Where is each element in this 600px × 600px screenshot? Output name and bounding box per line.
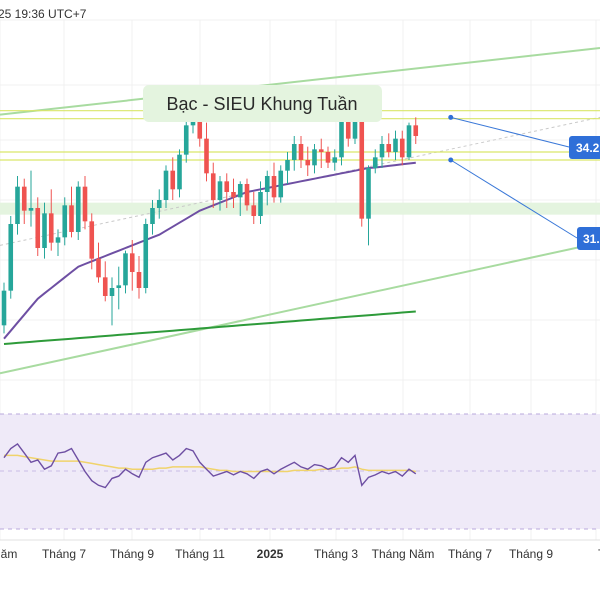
- candle-body: [48, 213, 54, 243]
- candle-body: [62, 205, 68, 238]
- price-label-upper-bg: [569, 136, 600, 159]
- channel-lower-line: [0, 241, 600, 375]
- chart-title: Bạc - SIEU Khung Tuần: [166, 94, 357, 114]
- candle-body: [197, 117, 203, 139]
- candle-body: [366, 168, 371, 219]
- candle-body: [291, 144, 297, 160]
- candle-body: [372, 157, 378, 168]
- candle-body: [123, 253, 128, 286]
- support-zones: [0, 202, 600, 215]
- candle-body: [413, 125, 419, 136]
- header-timestamp: 25 19:36 UTC+7: [0, 7, 87, 21]
- candle-body: [1, 290, 7, 326]
- candle-body: [204, 138, 209, 174]
- x-axis: Năm Tháng 7 Tháng 9 Tháng 11 2025 Tháng 3 Thán…: [0, 539, 600, 561]
- price-label-lower: 31.: [583, 232, 600, 246]
- candle-body: [210, 173, 216, 200]
- projection-point-lower: [448, 157, 454, 163]
- candle-body: [183, 125, 189, 155]
- candle-body: [136, 272, 142, 288]
- x-tick-label: Năm: [0, 547, 17, 561]
- x-tick-label: Tháng 11: [175, 547, 225, 561]
- candle-body: [42, 213, 47, 248]
- x-tick-label: Tháng 7: [448, 547, 492, 561]
- candle-body: [15, 186, 20, 224]
- candle-body: [69, 205, 74, 232]
- candle-body: [156, 200, 162, 208]
- candle-body: [163, 170, 169, 200]
- x-tick-label: Thán: [598, 547, 600, 561]
- candle-body: [386, 144, 392, 152]
- candle-body: [21, 186, 27, 211]
- x-tick-label: Tháng Năm: [372, 547, 435, 561]
- candle-body: [102, 277, 108, 296]
- candle-body: [89, 221, 95, 259]
- candle-body: [8, 224, 14, 291]
- candle-body: [298, 144, 304, 160]
- projection-point-upper: [448, 114, 454, 120]
- candle-body: [170, 170, 176, 190]
- rsi-line: [3, 442, 417, 489]
- rsi-signal-line: [4, 454, 416, 473]
- candle-body: [237, 184, 243, 198]
- x-tick-label: Tháng 7: [42, 547, 86, 561]
- rsi-indicator: [3, 442, 417, 489]
- candle-body: [231, 192, 236, 198]
- candle-body: [129, 253, 135, 272]
- x-tick-label: Tháng 9: [110, 547, 154, 561]
- candle-body: [143, 224, 149, 288]
- ma-fast-line: [3, 161, 416, 340]
- candle-body: [75, 186, 81, 232]
- candle-body: [285, 160, 290, 171]
- projection-line-upper: [450, 116, 570, 148]
- title-box: [143, 85, 382, 122]
- candle-body: [28, 208, 34, 211]
- candle-body: [278, 170, 284, 198]
- candle-body: [35, 208, 41, 248]
- candle-body: [325, 152, 331, 163]
- x-tick-label: 2025: [257, 547, 284, 561]
- candle-body: [116, 285, 122, 288]
- candle-body: [305, 160, 311, 166]
- candle-body: [332, 157, 338, 163]
- candle-body: [345, 112, 351, 139]
- candle-body: [55, 237, 61, 243]
- x-tick-label: Tháng 3: [314, 547, 358, 561]
- projection-line-lower: [450, 159, 578, 239]
- x-tick-label: Tháng 9: [509, 547, 553, 561]
- candle-body: [109, 288, 115, 296]
- candle-body: [251, 205, 257, 216]
- candle-body: [339, 112, 344, 158]
- candle-body: [96, 258, 101, 278]
- candle-body: [177, 154, 182, 190]
- candle-body: [217, 181, 223, 200]
- candle-body: [393, 138, 398, 152]
- candle-body: [258, 192, 263, 216]
- candle-body: [150, 208, 155, 224]
- price-label-upper: 34.2: [576, 141, 600, 155]
- candle-body: [271, 176, 277, 198]
- candle-body: [318, 149, 324, 152]
- candle-body: [399, 138, 405, 158]
- channel-upper-line: [0, 47, 600, 116]
- candle-body: [379, 144, 385, 158]
- candle-body: [359, 101, 365, 219]
- candle-body: [82, 186, 88, 222]
- support-zone: [0, 202, 600, 215]
- candle-body: [264, 176, 270, 192]
- price-label-lower-bg: [577, 227, 600, 250]
- candle-body: [406, 125, 412, 158]
- candle-body: [224, 181, 230, 192]
- ma-slow-line: [3, 310, 416, 345]
- candle-body: [244, 184, 250, 206]
- projection-lines: [448, 114, 578, 239]
- candle-body: [312, 149, 317, 166]
- moving-averages: [3, 161, 416, 345]
